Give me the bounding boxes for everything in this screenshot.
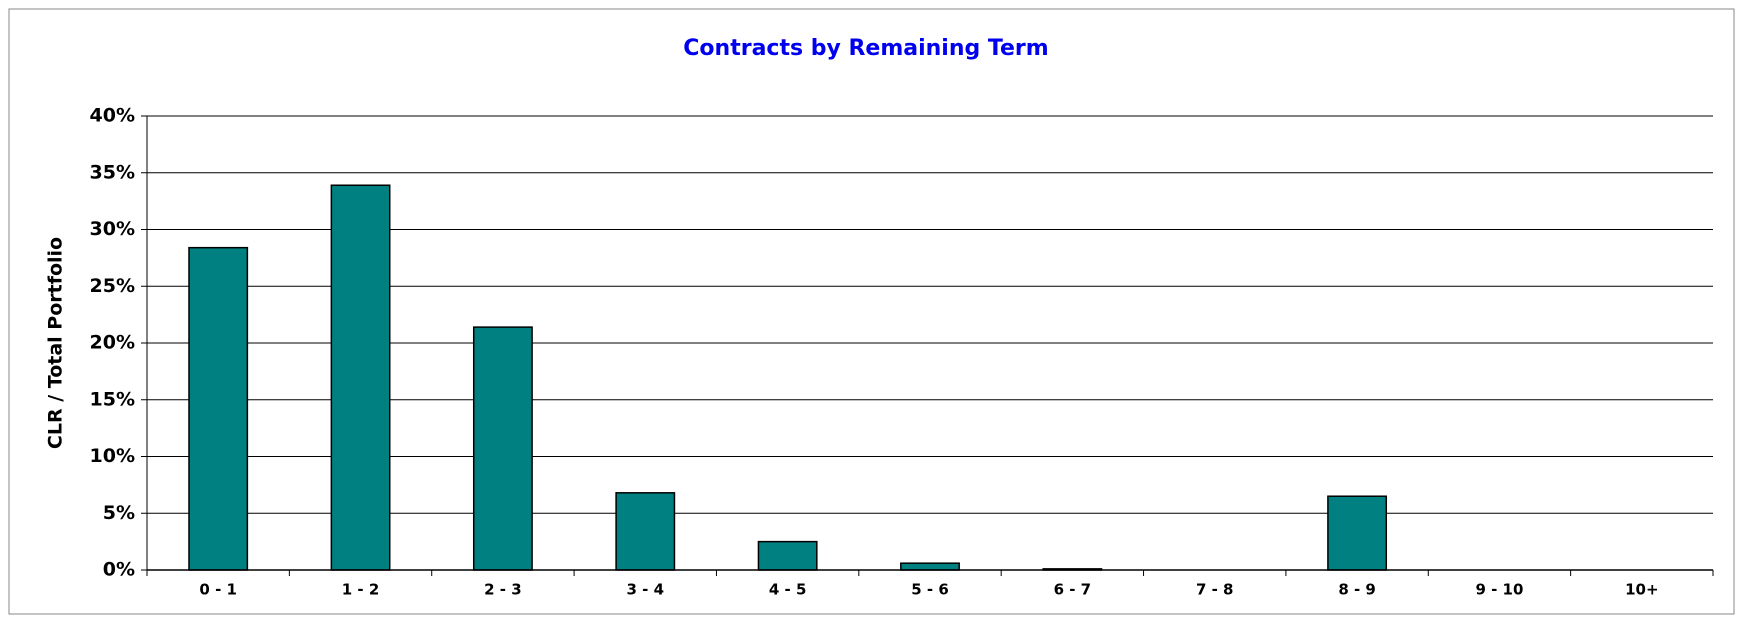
x-tick-label: 3 - 4 <box>626 581 664 599</box>
y-tick-label: 5% <box>103 502 135 524</box>
x-tick-label: 1 - 2 <box>342 581 380 599</box>
bar <box>472 326 533 571</box>
y-axis-label: CLR / Total Portfolio <box>45 237 67 449</box>
x-tick-label: 5 - 6 <box>911 581 949 599</box>
y-tick-label: 20% <box>90 332 135 354</box>
bar <box>188 246 249 571</box>
bar <box>757 540 818 571</box>
x-tick-label: 6 - 7 <box>1054 581 1092 599</box>
y-tick-label: 40% <box>90 105 135 127</box>
x-tick-label: 4 - 5 <box>769 581 807 599</box>
bar <box>1327 495 1388 571</box>
y-tick-label: 35% <box>90 161 135 183</box>
bar <box>900 562 960 571</box>
y-tick-label: 30% <box>90 218 135 240</box>
y-tick-label: 0% <box>103 559 135 581</box>
bar <box>615 492 676 571</box>
chart-frame <box>8 8 1735 615</box>
bar <box>330 184 391 571</box>
x-tick-label: 8 - 9 <box>1338 581 1376 599</box>
x-tick-label: 9 - 10 <box>1475 581 1523 599</box>
y-tick-label: 25% <box>90 275 135 297</box>
x-tick-label: 7 - 8 <box>1196 581 1234 599</box>
x-tick-label: 0 - 1 <box>199 581 237 599</box>
y-tick-label: 15% <box>90 388 135 410</box>
x-tick-label: 2 - 3 <box>484 581 522 599</box>
chart-title: Contracts by Remaining Term <box>683 36 1048 61</box>
y-tick-label: 10% <box>90 445 135 467</box>
x-tick-label: 10+ <box>1625 581 1658 599</box>
